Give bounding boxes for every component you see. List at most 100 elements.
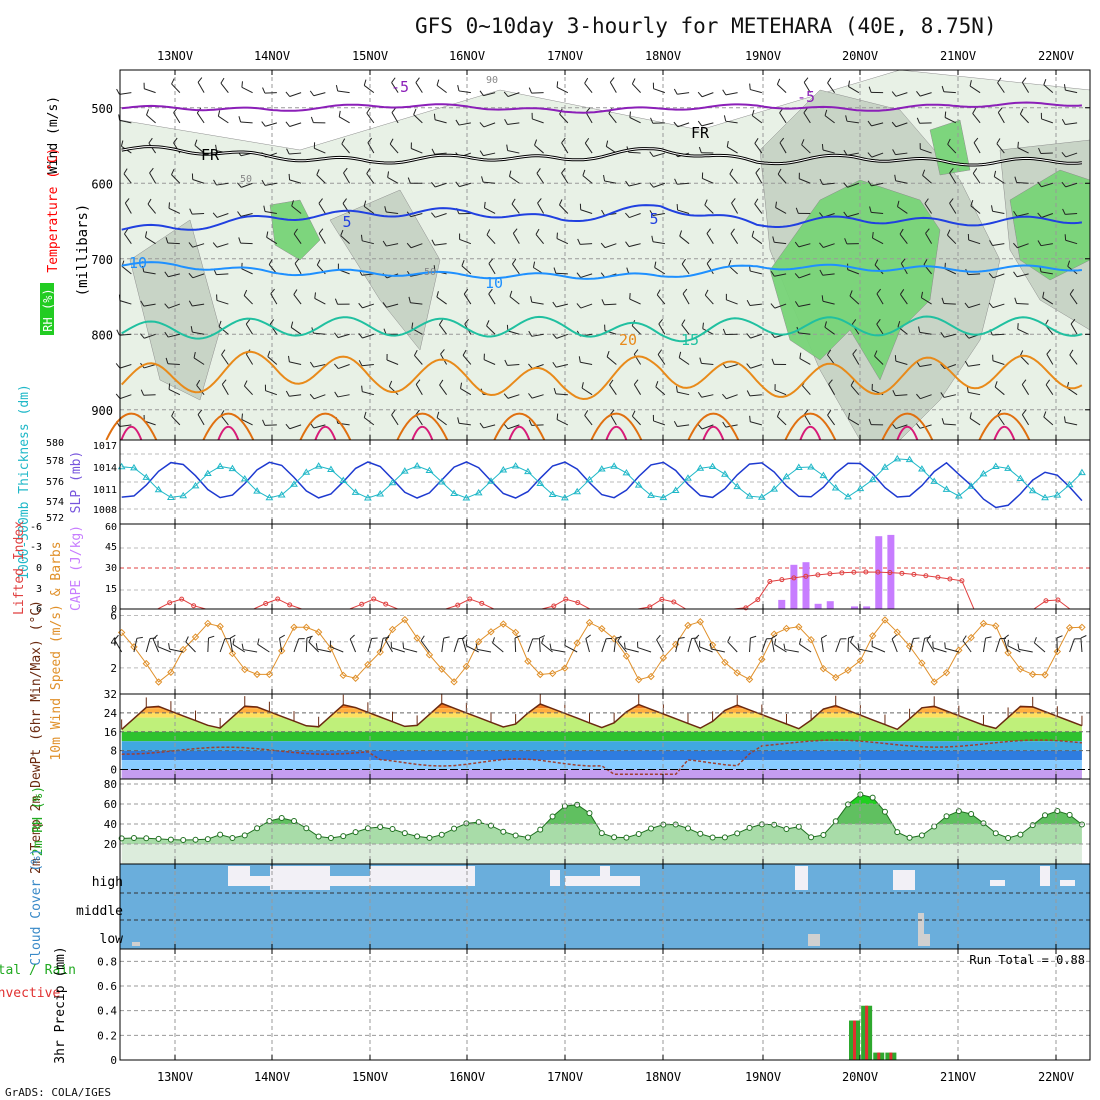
- wind-barb-flag: [656, 289, 661, 296]
- wind-barb: [555, 272, 568, 275]
- contour-label: 50: [240, 174, 252, 185]
- wind-barb: [556, 419, 569, 426]
- thickness-marker: [684, 474, 692, 481]
- wind-barb: [270, 293, 278, 305]
- wind-barb: [289, 394, 302, 397]
- wind-barb-flag: [874, 259, 879, 266]
- surface-wind-barb: [962, 640, 972, 653]
- surface-wind-barb-flag: [750, 635, 757, 639]
- wind-barb-flag: [116, 329, 120, 336]
- wind-barb: [361, 273, 374, 276]
- wind-barb: [774, 303, 787, 309]
- wind-barb: [556, 238, 569, 245]
- surface-wind-barb-flag: [443, 636, 450, 639]
- wind-barb: [799, 178, 811, 184]
- wind-speed-marker: [721, 658, 729, 667]
- wind-barb: [1046, 353, 1054, 365]
- pressure-tick-label: 500: [91, 102, 113, 116]
- wind-speed-marker: [462, 662, 471, 671]
- panel-2m-rh: 20 40 60 80: [104, 778, 1091, 865]
- wind-barb-flag: [746, 390, 751, 397]
- wind-barb: [313, 364, 326, 368]
- precip-convective-bar: [865, 1005, 869, 1060]
- warm-contour: [396, 412, 449, 441]
- wind-barb: [289, 122, 302, 128]
- rh-axis-label: RH (%): [41, 288, 55, 331]
- wind-barb: [701, 424, 714, 430]
- wind-barb: [1021, 384, 1030, 395]
- wind-barb-flag: [819, 178, 824, 185]
- wind-barb-flag: [584, 77, 589, 84]
- wind-barb: [435, 182, 447, 188]
- wind-barb: [997, 82, 1005, 93]
- wind-barb: [241, 419, 253, 426]
- panel-cloud-cover: high middle low: [76, 863, 1091, 950]
- cloud-high-gap: [330, 876, 370, 886]
- wind-barb: [483, 424, 496, 429]
- lifted-index-marker: [275, 596, 281, 602]
- thickness-marker: [856, 484, 865, 492]
- rh-tick-label: 80: [104, 778, 117, 791]
- wind-speed-marker: [684, 621, 692, 630]
- rh-marker: [869, 794, 876, 801]
- wind-barb: [561, 142, 569, 154]
- wind-barb: [677, 92, 690, 95]
- wind-barb: [363, 85, 375, 94]
- wind-barb-flag: [309, 361, 315, 368]
- wind-barb: [245, 353, 254, 365]
- wind-barb: [969, 85, 981, 94]
- wind-barb-flag: [486, 320, 490, 327]
- thickness-marker: [757, 493, 766, 500]
- wind-barb: [363, 205, 375, 214]
- wind-barb: [410, 302, 423, 305]
- thickness-marker: [203, 469, 212, 477]
- wind-barb-flag: [486, 229, 491, 236]
- li-tick-label: -6: [30, 522, 42, 533]
- wind-barb-flag: [245, 319, 251, 325]
- wind-barb-flag: [457, 84, 460, 92]
- surface-wind-barb-flag: [371, 637, 378, 640]
- thickness-marker: [376, 490, 385, 497]
- surface-wind-barb-flag: [1033, 637, 1037, 644]
- wind-barb: [1045, 384, 1054, 395]
- surface-wind-barb: [169, 648, 184, 653]
- wind-barb-flag: [140, 389, 145, 396]
- wind-barb-flag: [1069, 289, 1074, 295]
- thickness-marker: [388, 478, 397, 486]
- wind-speed-marker: [1065, 624, 1074, 632]
- thickness-marker: [979, 469, 988, 477]
- surface-wind-barb: [279, 638, 283, 653]
- wind-barb: [439, 384, 448, 395]
- wind-barb-flag: [649, 151, 654, 157]
- wind-barb-flag: [528, 393, 533, 399]
- lifted-index-marker: [167, 600, 173, 606]
- wind-barb: [171, 174, 181, 184]
- bottom-date-label: 16NOV: [449, 1070, 485, 1084]
- wind-barb: [678, 357, 690, 365]
- wind-barb: [507, 150, 520, 154]
- wind-barb-flag: [916, 91, 921, 97]
- wind-barb: [899, 233, 908, 244]
- wind-barb: [1016, 273, 1029, 278]
- wind-speed-marker: [265, 670, 274, 679]
- wind-barb-flag: [267, 350, 271, 357]
- wind-barb-flag: [190, 326, 193, 333]
- wind-barb: [1021, 82, 1030, 93]
- wind-barb: [342, 203, 351, 214]
- wind-barb: [706, 263, 714, 275]
- wind-barb-flag: [771, 358, 775, 365]
- wind-barb: [144, 333, 156, 339]
- wind-speed-marker: [376, 648, 384, 656]
- surface-wind-barb-flag: [257, 638, 260, 645]
- wind-barb-flag: [338, 110, 341, 117]
- cloud-high-gap: [1040, 866, 1050, 886]
- bottom-date-label: 14NOV: [254, 1070, 290, 1084]
- wind-speed-marker: [536, 670, 544, 679]
- wind-speed-marker: [425, 651, 434, 659]
- thickness-marker: [819, 471, 828, 479]
- wind-barb-flag: [262, 87, 266, 94]
- wind-barb: [291, 205, 302, 214]
- wind-speed-marker: [967, 633, 975, 642]
- wind-barb: [871, 122, 884, 127]
- wind-barb: [824, 326, 835, 335]
